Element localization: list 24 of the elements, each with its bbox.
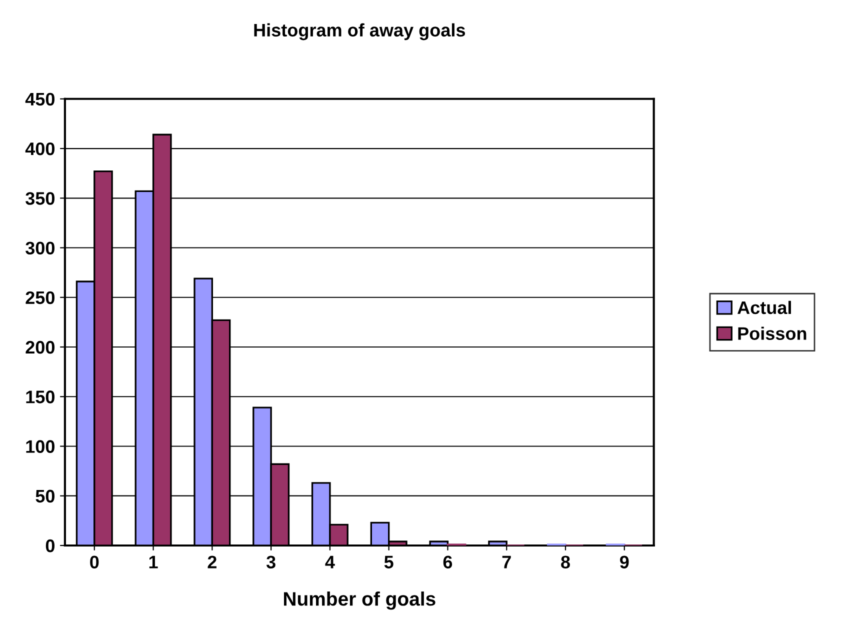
x-tick-label: 7 bbox=[502, 556, 511, 568]
legend-label: Actual bbox=[738, 300, 791, 314]
y-tick-label: 200 bbox=[26, 340, 54, 354]
chart-title: Histogram of away goals bbox=[254, 23, 466, 40]
legend-label: Poisson bbox=[738, 326, 806, 340]
x-tick-label: 5 bbox=[384, 556, 394, 568]
x-tick-label: 0 bbox=[90, 556, 99, 568]
y-tick-label: 0 bbox=[46, 539, 54, 552]
x-tick-label: 6 bbox=[443, 556, 452, 568]
x-tick-label: 9 bbox=[620, 556, 629, 568]
x-tick-label: 8 bbox=[561, 556, 570, 568]
y-tick-label: 350 bbox=[26, 192, 54, 205]
y-tick-label: 100 bbox=[26, 440, 54, 453]
y-tick-label: 250 bbox=[26, 291, 54, 304]
x-tick-label: 3 bbox=[266, 556, 276, 568]
y-tick-label: 400 bbox=[25, 142, 54, 156]
x-axis-title: Number of goals bbox=[284, 591, 436, 610]
x-tick-label: 2 bbox=[208, 556, 216, 568]
y-tick-label: 300 bbox=[26, 242, 54, 254]
y-tick-label: 150 bbox=[26, 390, 54, 404]
y-tick-label: 50 bbox=[36, 490, 54, 503]
x-tick-label: 1 bbox=[149, 556, 158, 568]
x-tick-label: 4 bbox=[325, 556, 335, 568]
y-tick-label: 450 bbox=[25, 92, 54, 106]
